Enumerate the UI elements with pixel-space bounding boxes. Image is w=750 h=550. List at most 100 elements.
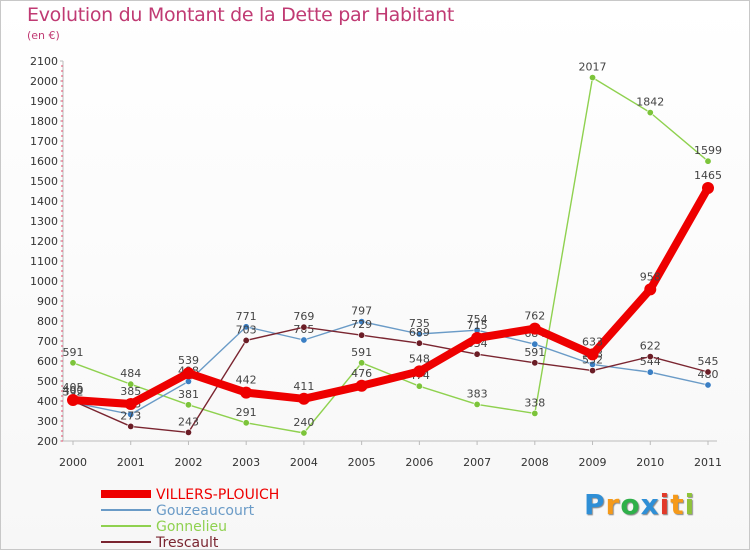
data-label: 484 bbox=[120, 367, 141, 380]
data-label: 735 bbox=[409, 317, 430, 330]
logo-letter: o bbox=[620, 488, 641, 521]
data-label: 545 bbox=[698, 355, 719, 368]
y-tick-label: 1200 bbox=[30, 235, 58, 248]
data-point bbox=[69, 359, 77, 367]
data-label: 591 bbox=[63, 346, 84, 359]
legend: VILLERS-PLOUICHGouzeaucourtGonnelieuTres… bbox=[101, 487, 279, 549]
y-tick-label: 1100 bbox=[30, 255, 58, 268]
logo-letter: i bbox=[659, 488, 671, 521]
series-line bbox=[69, 184, 712, 408]
y-tick-label: 800 bbox=[37, 315, 58, 328]
data-label: 762 bbox=[524, 310, 545, 323]
proxiti-logo: Proxiti bbox=[584, 488, 695, 521]
data-label: 338 bbox=[524, 396, 545, 409]
y-tick-label: 600 bbox=[37, 355, 58, 368]
data-point bbox=[358, 318, 366, 326]
data-label: 797 bbox=[351, 305, 372, 318]
y-tick-label: 1600 bbox=[30, 155, 58, 168]
x-tick-label: 2000 bbox=[59, 456, 87, 469]
legend-label: Trescault bbox=[155, 535, 219, 549]
logo-letter: t bbox=[670, 488, 685, 521]
data-point bbox=[127, 410, 135, 418]
logo-letter: i bbox=[684, 488, 696, 521]
data-label: 729 bbox=[351, 318, 372, 331]
data-label: 2017 bbox=[579, 61, 607, 74]
data-point bbox=[300, 323, 308, 331]
y-tick-label: 500 bbox=[37, 375, 58, 388]
data-label: 689 bbox=[409, 326, 430, 339]
logo-letter: P bbox=[584, 488, 606, 521]
data-point bbox=[124, 398, 137, 410]
data-point bbox=[67, 394, 79, 406]
y-tick-label: 2000 bbox=[30, 75, 58, 88]
data-point bbox=[300, 336, 308, 344]
data-label: 243 bbox=[178, 415, 199, 428]
data-label: 442 bbox=[236, 374, 257, 387]
x-tick-label: 2010 bbox=[636, 456, 664, 469]
data-point bbox=[413, 365, 426, 378]
data-label: 400 bbox=[63, 384, 84, 397]
data-label: 769 bbox=[293, 310, 314, 323]
data-label: 392 bbox=[63, 386, 84, 399]
data-point bbox=[184, 428, 192, 436]
x-tick-label: 2008 bbox=[521, 456, 549, 469]
data-point bbox=[184, 401, 192, 409]
data-point bbox=[531, 359, 539, 367]
x-tick-label: 2003 bbox=[232, 456, 260, 469]
data-point bbox=[358, 331, 366, 339]
data-point bbox=[589, 74, 597, 82]
data-point bbox=[415, 339, 423, 347]
legend-label: Gonnelieu bbox=[156, 519, 227, 535]
logo-letter: r bbox=[605, 488, 621, 521]
data-point bbox=[471, 332, 484, 344]
data-label: 1842 bbox=[636, 96, 664, 109]
data-label: 539 bbox=[178, 354, 199, 367]
data-point bbox=[415, 382, 423, 390]
data-point bbox=[127, 422, 135, 430]
legend-label: Gouzeaucourt bbox=[156, 503, 255, 519]
data-label: 754 bbox=[467, 313, 488, 326]
data-label: 591 bbox=[524, 346, 545, 359]
y-tick-label: 700 bbox=[37, 335, 58, 348]
y-tick-label: 900 bbox=[37, 295, 58, 308]
data-point bbox=[242, 336, 250, 344]
x-tick-label: 2002 bbox=[174, 456, 202, 469]
data-point bbox=[646, 368, 654, 376]
data-point bbox=[704, 157, 712, 165]
data-label: 703 bbox=[236, 323, 257, 336]
data-label: 383 bbox=[467, 387, 488, 400]
data-point bbox=[127, 380, 135, 388]
data-label: 1599 bbox=[694, 144, 722, 157]
data-point bbox=[473, 350, 481, 358]
data-point bbox=[531, 409, 539, 417]
chart-title: Evolution du Montant de la Dette par Hab… bbox=[27, 4, 455, 26]
data-label: 715 bbox=[467, 319, 488, 332]
y-tick-label: 200 bbox=[37, 435, 58, 448]
series-line bbox=[72, 320, 709, 416]
data-label: 405 bbox=[63, 381, 84, 394]
data-point bbox=[242, 419, 250, 427]
data-point bbox=[300, 429, 308, 437]
data-point bbox=[355, 379, 368, 392]
chart-subtitle: (en €) bbox=[27, 29, 60, 42]
data-label: 291 bbox=[236, 406, 257, 419]
data-point bbox=[473, 400, 481, 408]
x-tick-label: 2009 bbox=[579, 456, 607, 469]
y-tick-label: 1500 bbox=[30, 175, 58, 188]
y-tick-label: 400 bbox=[37, 395, 58, 408]
data-point bbox=[242, 323, 250, 331]
x-tick-label: 2004 bbox=[290, 456, 318, 469]
data-point bbox=[589, 367, 597, 375]
data-label: 622 bbox=[640, 340, 661, 353]
data-label: 771 bbox=[236, 310, 257, 323]
data-point bbox=[415, 330, 423, 338]
y-tick-label: 1800 bbox=[30, 115, 58, 128]
data-point bbox=[644, 283, 657, 296]
logo-letter: x bbox=[640, 488, 660, 521]
data-point bbox=[297, 392, 310, 405]
y-tick-label: 1900 bbox=[30, 95, 58, 108]
data-point bbox=[704, 381, 712, 389]
data-point bbox=[702, 182, 714, 194]
